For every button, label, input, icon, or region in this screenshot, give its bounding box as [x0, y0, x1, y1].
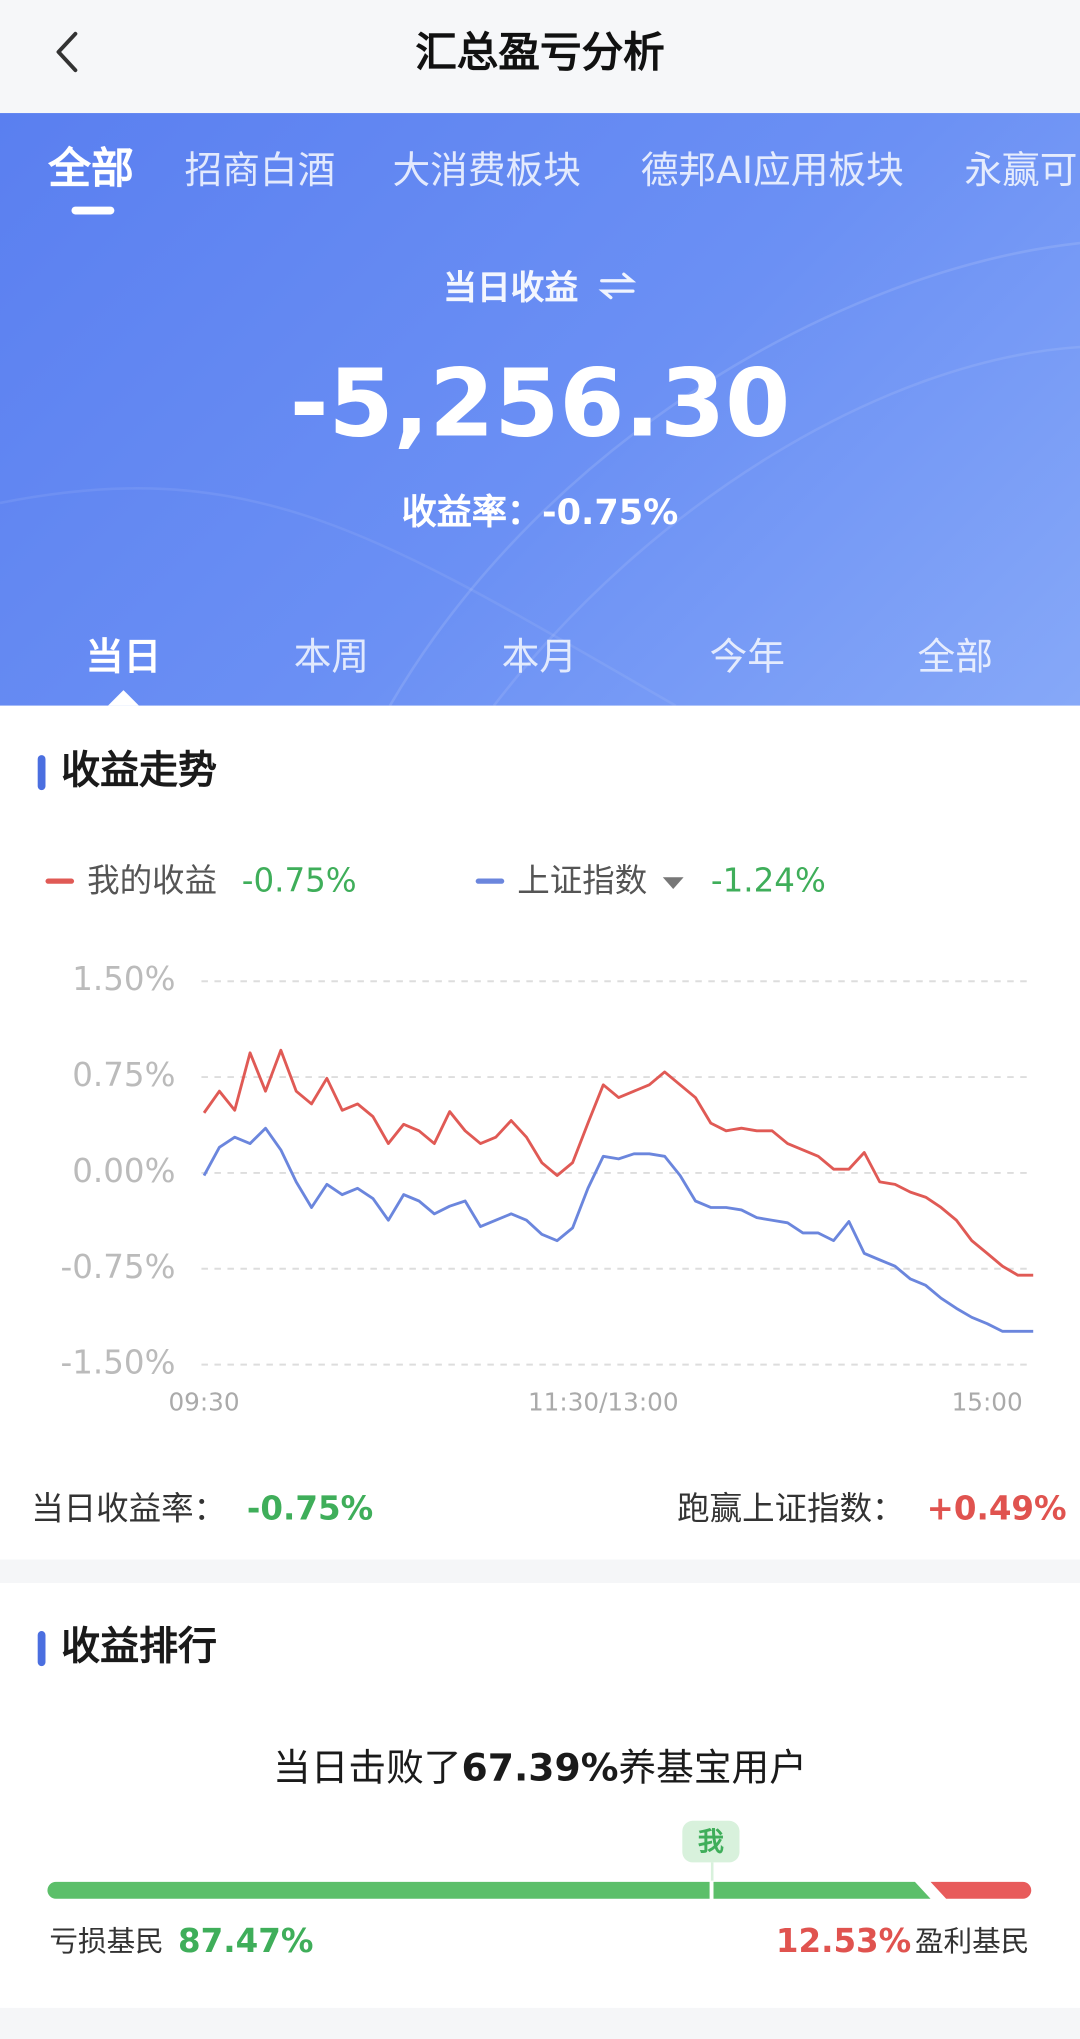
decor-curve [0, 487, 677, 706]
beat-text: 当日击败了67.39%养基宝用户 [0, 1742, 1080, 1794]
series-line [202, 1126, 1034, 1333]
x-tick-label: 15:00 [952, 1388, 1023, 1417]
loss-bar [47, 1881, 931, 1899]
footer-label: 跑赢上证指数： [677, 1489, 905, 1528]
gain-label: 盈利基民 [914, 1926, 1030, 1959]
hero-decoration [0, 241, 1080, 706]
fund-tab[interactable]: 永赢可 [964, 148, 1078, 193]
beat-suffix: 养基宝用户 [618, 1745, 807, 1790]
tab-underline [71, 206, 115, 215]
notch [107, 690, 140, 706]
legend-name: 我的收益 [87, 861, 218, 900]
top-bar: 汇总盈亏分析 [0, 0, 1080, 114]
decor-curve [492, 345, 1080, 706]
rate-value: -0.75% [542, 492, 679, 533]
footer-value: +0.49% [926, 1489, 1067, 1528]
dropdown-triangle [662, 877, 684, 889]
legend-swatch [475, 878, 505, 884]
section-marker [37, 755, 46, 791]
period-tab[interactable]: 本周 [293, 634, 370, 679]
gain-value: 12.53% [775, 1922, 912, 1960]
period-tab[interactable]: 全部 [917, 634, 993, 679]
legend-value: -0.75% [241, 861, 357, 900]
back-button[interactable] [49, 29, 88, 76]
loss-label: 亏损基民 [49, 1926, 164, 1959]
period-tab[interactable]: 今年 [709, 634, 785, 679]
y-tick-label: -0.75% [61, 1248, 176, 1286]
switch-arrows [598, 272, 637, 300]
section-title: 收益走势 [61, 748, 218, 795]
beat-prefix: 当日击败了 [273, 1745, 462, 1790]
beat-pct: 67.39% [461, 1745, 619, 1790]
me-divider [709, 1880, 714, 1902]
rank-bar [47, 1880, 1032, 1902]
period-tab[interactable]: 当日 [85, 634, 162, 679]
summary-label-row[interactable]: 当日收益 [0, 265, 1080, 312]
footer-label: 当日收益率： [31, 1489, 227, 1528]
y-tick-label: 0.00% [72, 1152, 175, 1190]
fund-tab[interactable]: 全部 [48, 142, 134, 194]
chart: 1.50% 0.75% 0.00% -0.75% -1.50% 09:30 11:30/13… [61, 960, 1034, 1417]
summary-label: 当日收益 [443, 269, 579, 309]
section-marker [37, 1631, 46, 1667]
gain-bar [930, 1881, 1032, 1899]
rate-label: 收益率： [401, 492, 543, 533]
period-tab[interactable]: 本月 [501, 634, 578, 679]
fund-tab[interactable]: 招商白酒 [184, 148, 336, 193]
page-title: 汇总盈亏分析 [415, 27, 665, 77]
switch-icon [598, 272, 637, 300]
dropdown-icon[interactable] [662, 875, 685, 891]
trend-panel: 收益走势 我的收益 -0.75% 上证指数 -1.24% 1.50% 0.75% 0… [0, 705, 1080, 1560]
y-tick-label: 0.75% [72, 1056, 175, 1094]
me-marker: 我 [682, 1820, 740, 1863]
ranking-panel: 收益排行 当日击败了67.39%养基宝用户 我 亏损基民 87.47% 12.5… [0, 1582, 1080, 2008]
loss-value: 87.47% [178, 1922, 314, 1960]
decor-curve [388, 241, 1080, 706]
y-tick-label: 1.50% [72, 960, 175, 998]
series-line [202, 1048, 1034, 1277]
hero: 全部 招商白酒 大消费板块 德邦AI应用板块 永赢可 当日收益 -5,256.3… [0, 113, 1080, 706]
tab-notch [107, 690, 140, 706]
y-tick-label: -1.50% [61, 1344, 176, 1382]
fund-tab[interactable]: 德邦AI应用板块 [640, 148, 904, 193]
summary-rate-row: 收益率：-0.75% [0, 490, 1080, 537]
x-tick-label: 09:30 [168, 1388, 239, 1417]
fund-tab[interactable]: 大消费板块 [392, 148, 581, 193]
me-pointer [710, 1862, 714, 1899]
legend-value: -1.24% [710, 861, 826, 900]
summary-amount: -5,256.30 [289, 348, 791, 458]
footer-value: -0.75% [246, 1489, 374, 1528]
legend-swatch [45, 878, 75, 884]
legend-name[interactable]: 上证指数 [517, 861, 648, 900]
back-icon [56, 31, 78, 73]
x-tick-label: 11:30/13:00 [528, 1388, 679, 1417]
section-title: 收益排行 [61, 1624, 218, 1671]
